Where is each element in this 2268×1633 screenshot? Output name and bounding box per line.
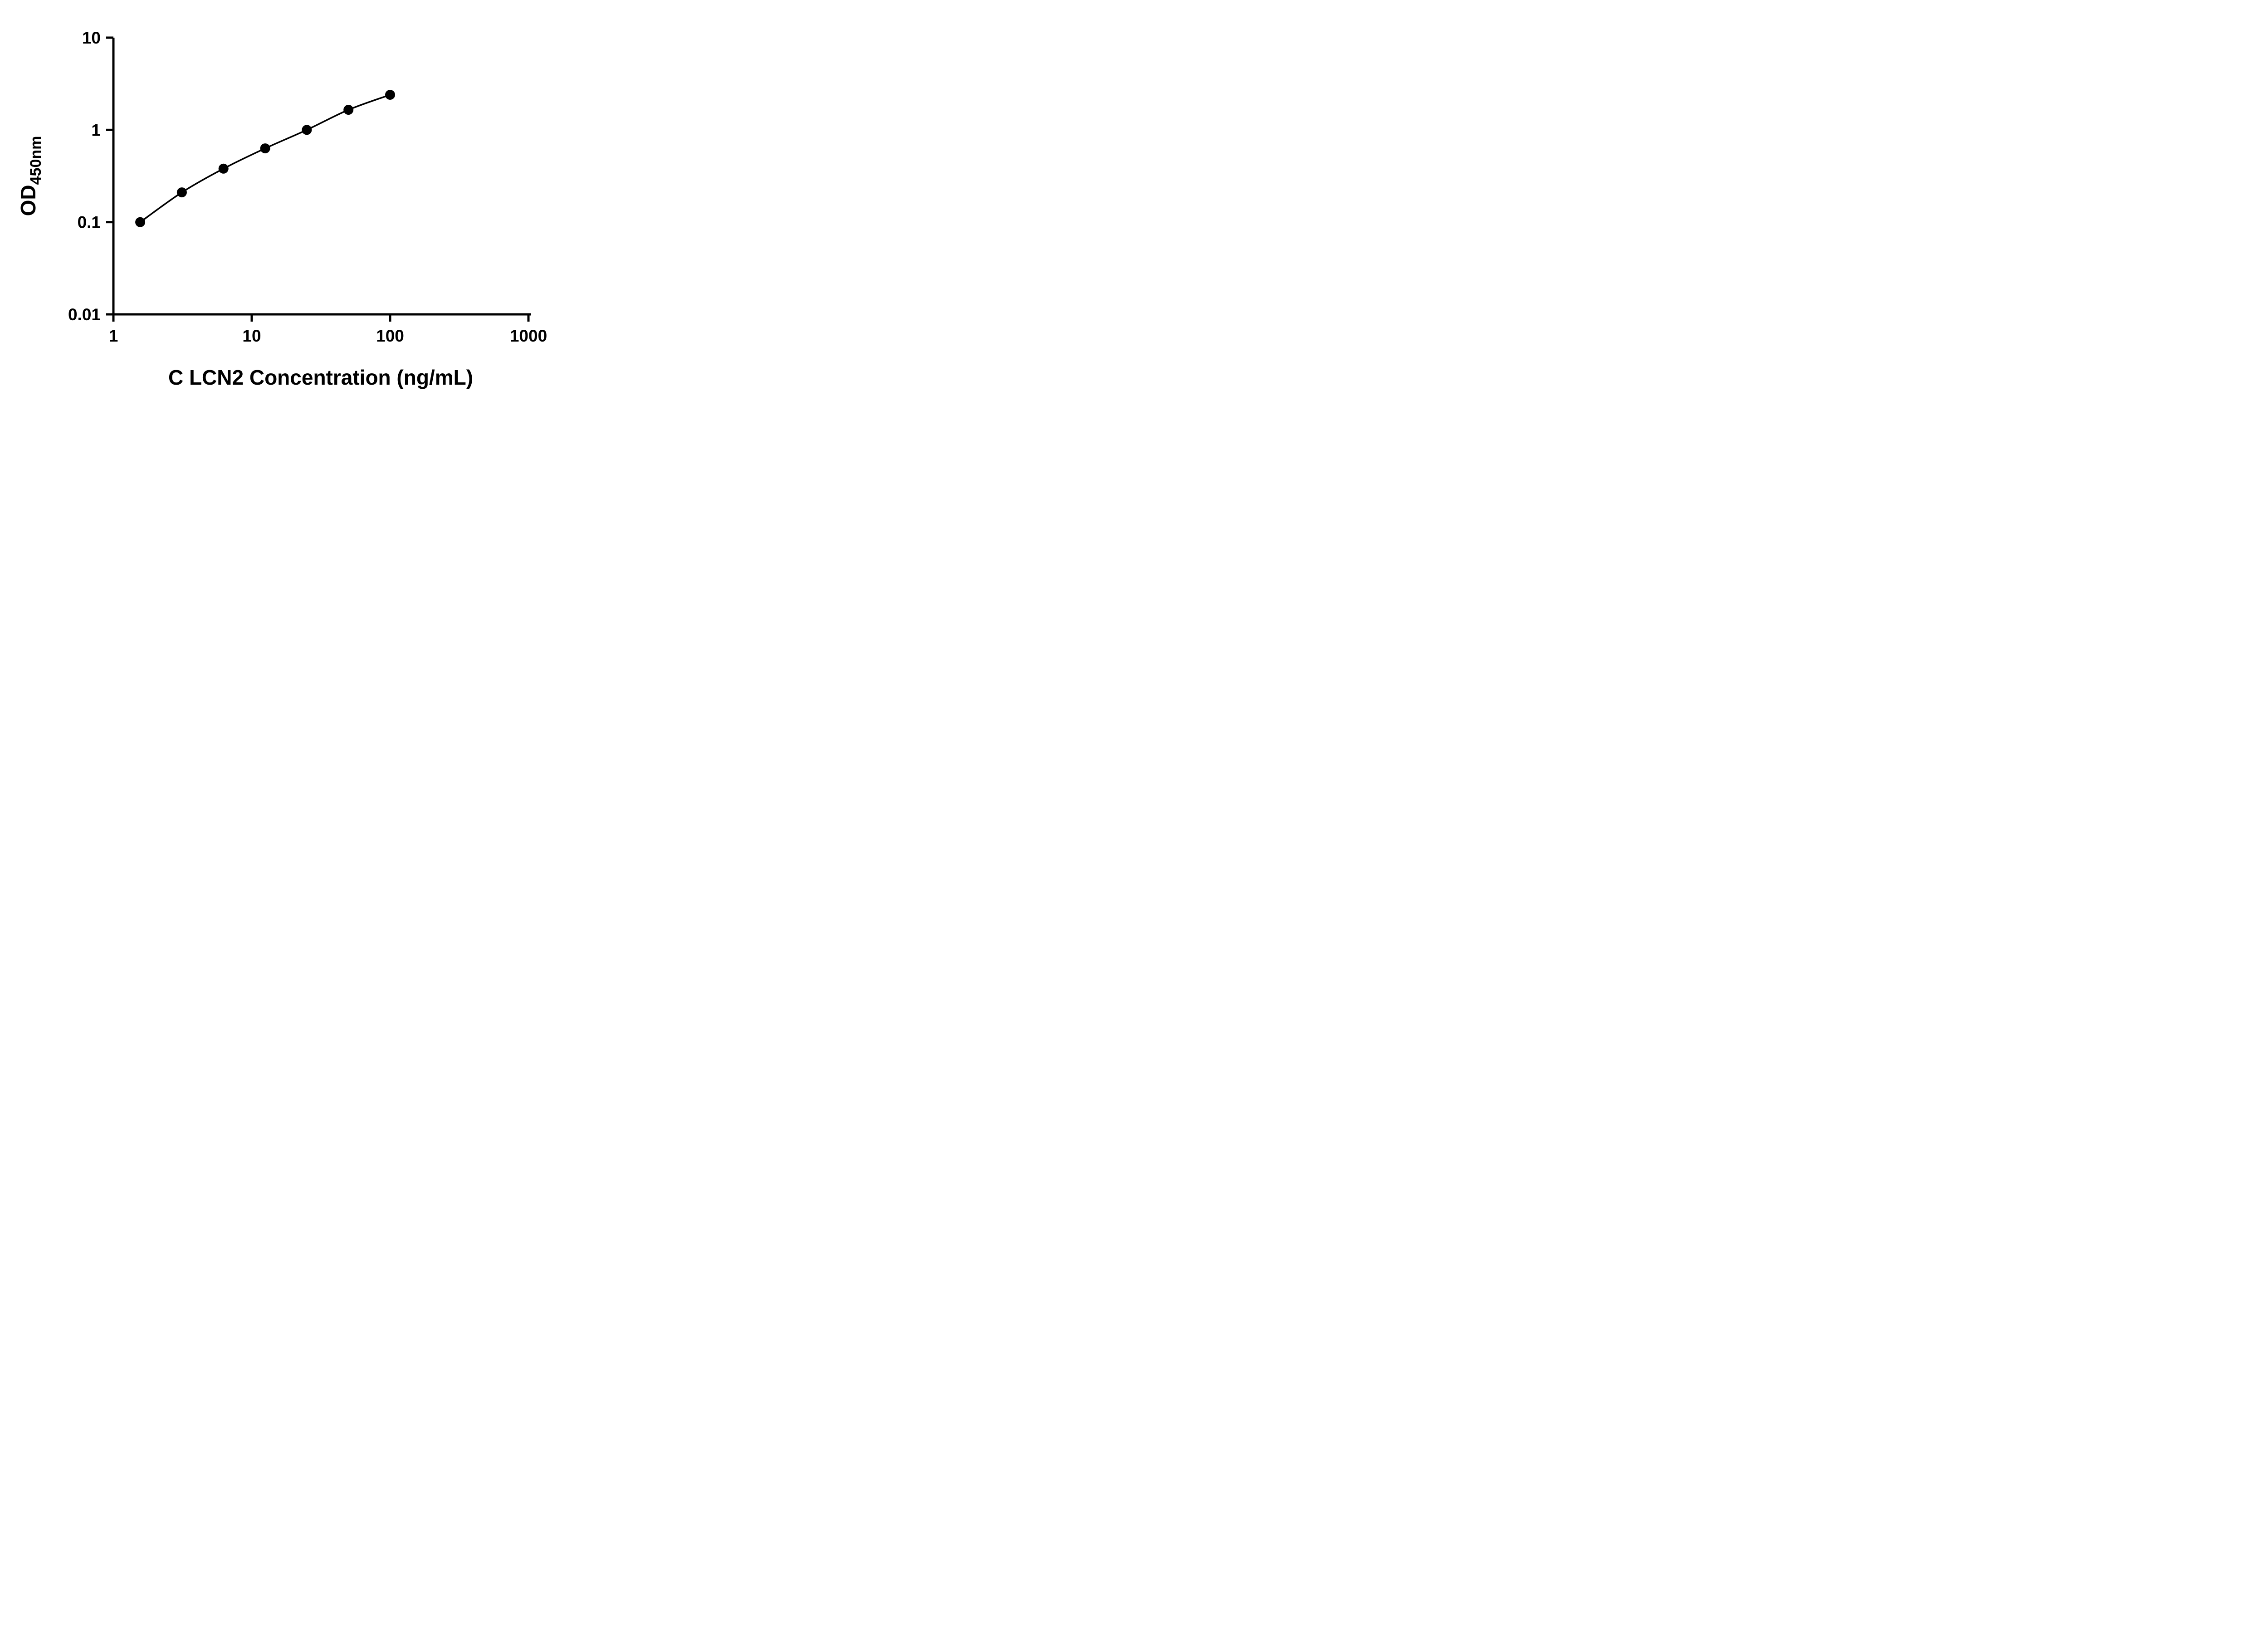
y-tick-label: 0.01 (68, 305, 101, 324)
chart-canvas: 1 10 100 1000 0.01 0.1 1 10 C LCN2 Concentratio… (16, 29, 547, 389)
elisa-standard-curve-figure: 1 10 100 1000 0.01 0.1 1 10 C LCN2 Concentratio… (0, 0, 583, 408)
x-axis-title: C LCN2 Concentration (ng/mL) (168, 366, 473, 389)
x-tick-label: 1000 (510, 327, 547, 345)
data-point (302, 125, 312, 135)
y-axis-title-sub: 450nm (27, 136, 44, 185)
fit-line (140, 94, 391, 223)
data-point (218, 163, 229, 174)
data-point (176, 187, 187, 198)
axes: 1 10 100 1000 0.01 0.1 1 10 (68, 29, 547, 345)
data-series (135, 90, 395, 227)
y-tick-label: 1 (91, 121, 101, 139)
data-point (135, 217, 146, 227)
x-tick-label: 10 (242, 327, 261, 345)
y-tick-label: 0.1 (78, 213, 101, 232)
x-tick-label: 1 (109, 327, 118, 345)
data-point (343, 105, 354, 115)
data-point (260, 143, 270, 154)
y-axis-title: OD450nm (16, 136, 44, 216)
y-axis-title-main: OD (16, 185, 40, 216)
axis-frame (112, 38, 531, 316)
y-tick-label: 10 (82, 29, 101, 47)
data-point (385, 90, 395, 100)
x-tick-label: 100 (376, 327, 404, 345)
